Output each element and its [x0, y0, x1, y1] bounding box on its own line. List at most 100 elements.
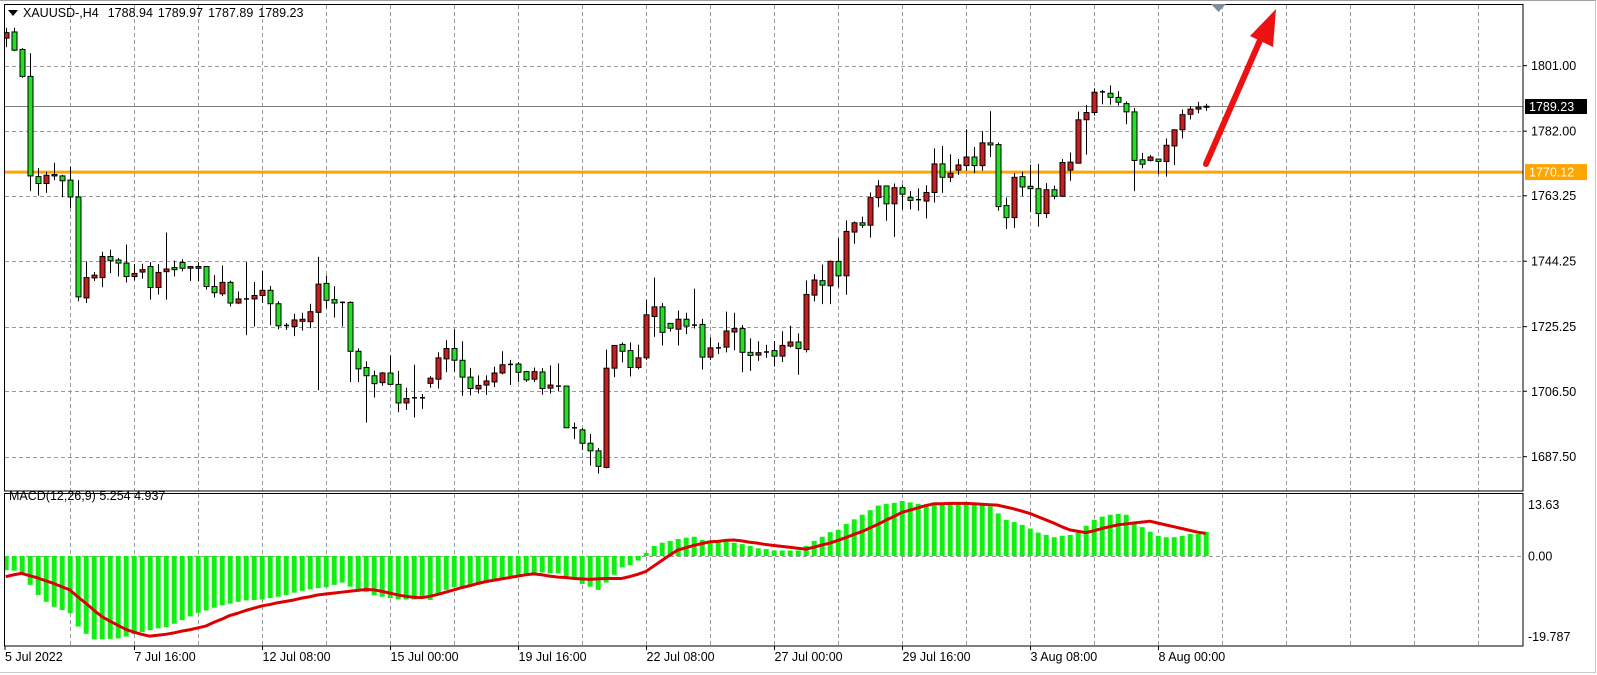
candle-body-bear [35, 176, 42, 185]
candle [1203, 103, 1210, 111]
candle [203, 266, 210, 290]
candle-body-bear [795, 341, 802, 350]
candle [771, 340, 778, 367]
candle [803, 280, 810, 353]
candle-body-bull [163, 268, 170, 273]
candle-body-bear [371, 375, 378, 385]
candle [299, 312, 306, 331]
candle [916, 188, 921, 211]
candle [947, 154, 954, 183]
macd-signal-line [5, 501, 1206, 638]
candle [875, 180, 882, 208]
time-tick-label: 3 Aug 08:00 [1031, 650, 1098, 664]
ohlc-high: 1789.97 [157, 6, 204, 20]
macd-histogram-bar [211, 556, 217, 608]
macd-histogram-bar [363, 556, 369, 593]
candle-body-bull [475, 384, 482, 390]
macd-histogram-bar [579, 556, 585, 584]
candle [1043, 183, 1050, 218]
macd-histogram-bar [483, 556, 489, 584]
macd-histogram-bar [387, 556, 393, 599]
candle [171, 260, 178, 277]
candle [467, 367, 474, 396]
macd-histogram-bar [539, 556, 545, 573]
macd-histogram-bar [251, 556, 257, 600]
candle [475, 375, 482, 394]
macd-histogram-bar [371, 556, 377, 596]
macd-histogram-bar [995, 513, 1001, 556]
macd-histogram-bar [531, 556, 537, 573]
price-tick-label: 1744.25 [1531, 255, 1576, 269]
candle-body-bull [1067, 161, 1074, 171]
candle [579, 428, 586, 451]
candle [75, 180, 82, 302]
candle [1107, 85, 1114, 105]
candle [508, 359, 513, 386]
candle-body-bear [539, 371, 546, 389]
macd-histogram-bar [867, 510, 873, 556]
candle [1131, 108, 1138, 192]
price-tick-label: 1706.50 [1531, 385, 1576, 399]
macd-histogram-bar [339, 556, 345, 583]
macd-axis: 13.63 0.00 -19.787 [1528, 498, 1570, 644]
macd-histogram-bar [939, 503, 945, 556]
candle-body-bear [627, 350, 634, 368]
candle [1147, 154, 1154, 162]
candle [347, 301, 354, 382]
macd-histogram-bar [235, 556, 241, 602]
macd-histogram-bar [379, 556, 385, 597]
candle-body-bull [923, 191, 930, 202]
candle-body-bull [443, 348, 450, 360]
candle-body-bull [851, 222, 858, 233]
candle-body-bear [1003, 205, 1010, 219]
candle [835, 237, 842, 288]
candle [307, 303, 314, 329]
triangle-down-icon[interactable] [8, 10, 18, 16]
macd-histogram-bar [795, 550, 801, 556]
macd-histogram-bar [595, 556, 601, 590]
candle [764, 344, 769, 358]
macd-histogram-bar [523, 556, 529, 574]
chart-shift-marker-icon[interactable] [1211, 4, 1226, 12]
macd-histogram-bar [1195, 534, 1201, 556]
macd-histogram-bar [475, 556, 481, 585]
candle [1011, 173, 1018, 228]
horizontal-level-label: 1770.12 [1525, 164, 1587, 181]
candle [811, 274, 818, 302]
macd-histogram-bar [787, 550, 793, 556]
macd-histogram-bar [99, 556, 105, 640]
candle [995, 142, 1002, 211]
macd-histogram-bar [747, 545, 753, 556]
candle [427, 376, 434, 388]
candle-body-bear [563, 385, 570, 429]
candle-body-bear [11, 31, 18, 51]
candle [1171, 129, 1178, 165]
candle-body-bear [267, 289, 274, 305]
macd-histogram-bar [755, 548, 761, 556]
candle-body-bear [835, 260, 842, 277]
candle [523, 370, 530, 382]
candle [11, 27, 18, 52]
candle [867, 192, 874, 238]
candle-body-bear [579, 429, 586, 444]
candle [1179, 109, 1186, 139]
candle [1100, 89, 1105, 105]
candle [899, 184, 906, 210]
candle-body-bear [515, 363, 522, 373]
candle-body-bear [323, 282, 330, 301]
candle-body-bear [987, 142, 994, 146]
candle-body-bear [459, 359, 466, 378]
candle-body-bear [907, 196, 914, 201]
candle [859, 216, 866, 228]
macd-histogram-bar [1131, 523, 1137, 556]
macd-histogram-bar [555, 556, 561, 574]
macd-histogram-bar [91, 556, 97, 640]
candle [627, 342, 634, 377]
macd-histogram-bar [243, 556, 249, 601]
candle-body-bull [1163, 144, 1170, 162]
macd-grid [5, 494, 1523, 646]
candle-body-bull [755, 352, 762, 356]
macd-histogram-bar [1123, 514, 1129, 556]
up-arrow-annotation[interactable] [1203, 9, 1276, 167]
